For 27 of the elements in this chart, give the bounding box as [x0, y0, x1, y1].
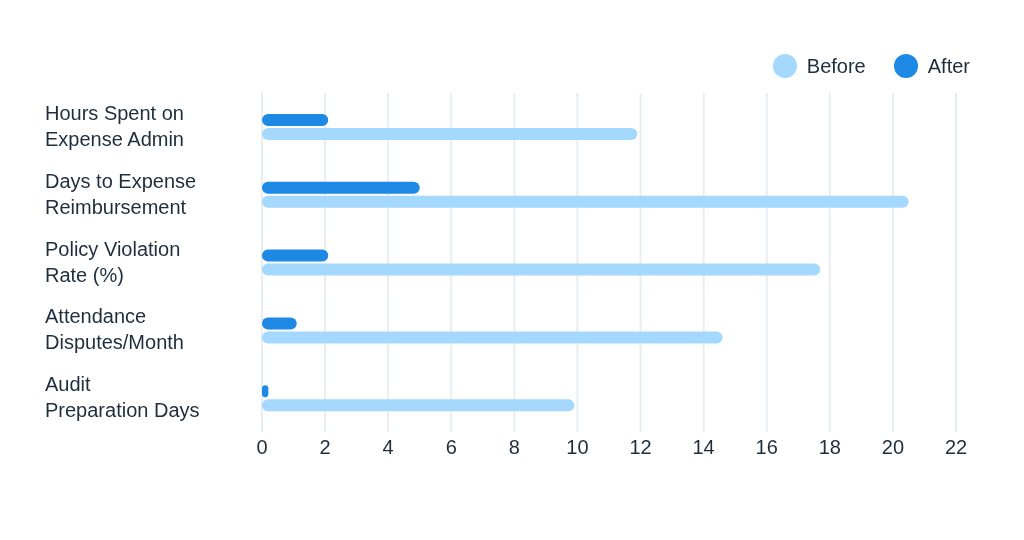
bar	[262, 331, 723, 344]
legend-label: Before	[806, 54, 866, 78]
x-tick-label: 6	[445, 436, 457, 459]
x-tick-label: 10	[566, 436, 589, 459]
x-tick-label: 0	[256, 436, 268, 459]
x-tick-label: 16	[755, 436, 778, 459]
x-tick-label: 18	[818, 436, 841, 459]
legend-label: After	[927, 54, 970, 78]
bar	[262, 249, 329, 262]
y-tick-label: Audit Preparation Days	[45, 373, 200, 422]
x-tick-label: 8	[508, 436, 520, 459]
x-tick-label: 4	[382, 436, 394, 459]
bar	[262, 195, 909, 208]
bar	[262, 399, 575, 412]
x-tick-label: 20	[881, 436, 905, 459]
x-tick-label: 12	[629, 436, 652, 459]
bar	[262, 181, 420, 194]
bar	[262, 128, 638, 140]
x-tick-label: 2	[319, 436, 331, 459]
y-tick-label: Attendance Disputes/Month	[45, 305, 184, 354]
y-tick-label: Days to Expense Reimbursement	[45, 169, 197, 218]
x-tick-label: 14	[692, 436, 715, 459]
bar	[262, 114, 329, 126]
y-tick-label: Hours Spent on Expense Admin	[45, 101, 184, 150]
x-tick-label: 22	[944, 436, 968, 459]
y-tick-label: Policy Violation Rate (%)	[45, 237, 181, 286]
bar	[262, 263, 821, 276]
